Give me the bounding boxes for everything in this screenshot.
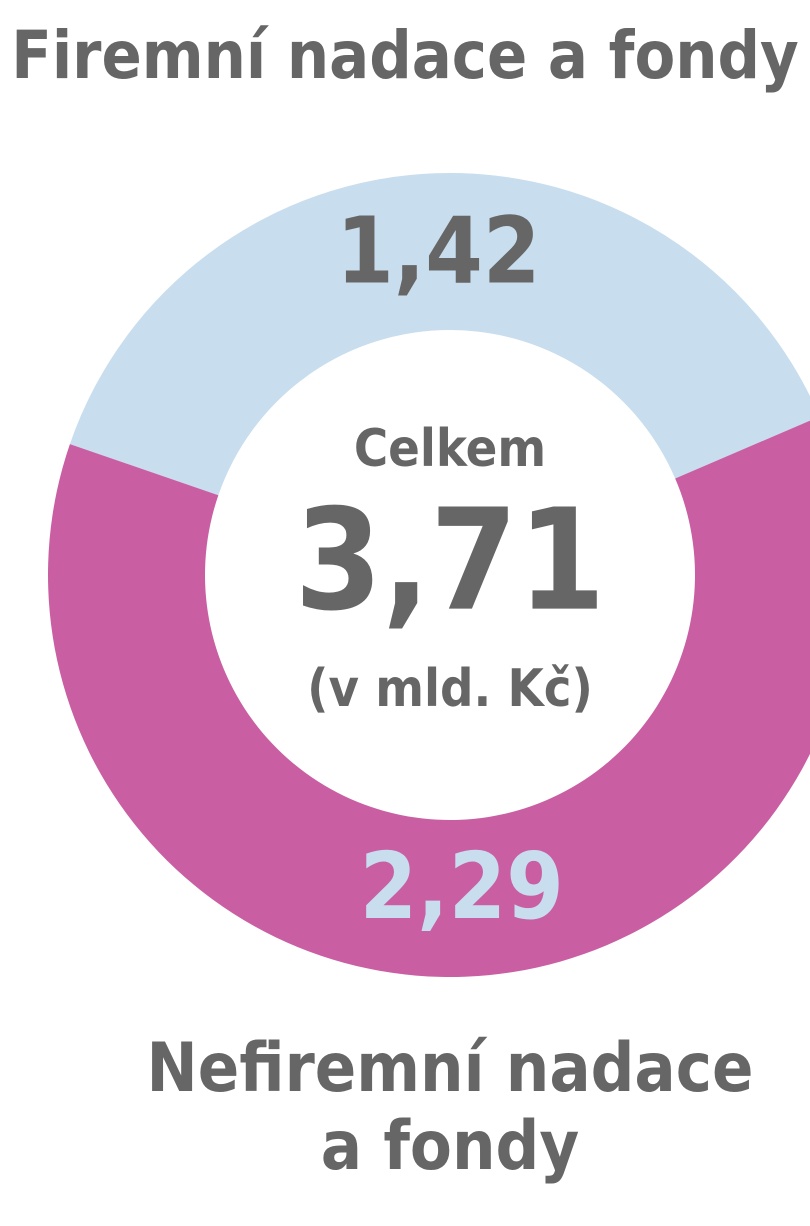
value-label: 1,42 — [336, 198, 540, 305]
donut-segment — [48, 420, 810, 977]
category-label: Nefiremní nadace a fondy — [146, 1029, 754, 1187]
center-text: 3,71 — [295, 480, 606, 643]
value-label: 2,29 — [360, 833, 564, 940]
category-label: Firemní nadace a fondy — [11, 17, 799, 94]
center-text: (v mld. Kč) — [307, 659, 593, 719]
center-text: Celkem — [354, 419, 546, 479]
donut-segment — [69, 173, 810, 496]
